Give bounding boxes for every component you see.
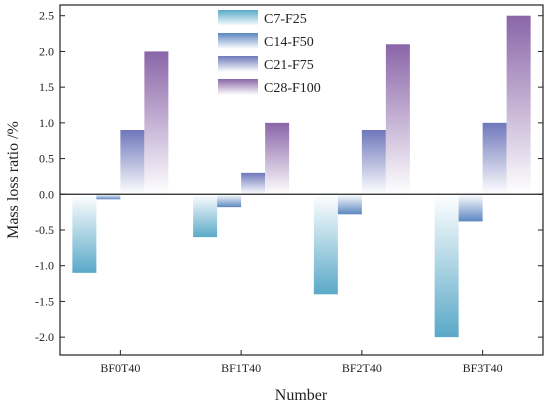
bar-c28-f100-bf0t40 [144,51,169,195]
y-tick-label: 1.0 [39,116,54,130]
legend-label-c14-f50: C14-F50 [264,35,314,50]
bar-c7-f25-bf3t40 [434,194,459,338]
y-tick-label: -1.5 [35,294,54,308]
y-tick-label: 0.0 [39,187,54,201]
legend-label-c21-f75: C21-F75 [264,58,314,73]
bar-c14-f50-bf2t40 [337,194,362,215]
bar-c21-f75-bf0t40 [120,130,145,195]
y-tick-label: -1.0 [35,259,54,273]
bar-c21-f75-bf1t40 [241,172,266,195]
y-tick-label: -2.0 [35,330,54,344]
legend-label-c7-f25: C7-F25 [264,12,307,27]
x-axis: BF0T40 BF1T40 BF2T40 BF3T40 [100,350,503,375]
bar-c7-f25-bf0t40 [72,194,97,273]
y-axis: 2.5 2.0 1.5 1.0 0.5 0.0 -0.5 -1.0 -1.5 -2.0 [35,9,543,344]
legend-swatch-c21-f75 [218,56,258,72]
y-tick-label: 0.5 [39,152,54,166]
legend-label-c28-f100: C28-F100 [264,81,321,96]
bar-c14-f50-bf1t40 [217,194,242,208]
x-tick-label-bf0t40: BF0T40 [100,361,140,375]
bar-c21-f75-bf2t40 [361,130,386,195]
bar-c28-f100-bf2t40 [385,44,410,195]
bar-c7-f25-bf1t40 [193,194,218,238]
x-tick-label-bf1t40: BF1T40 [221,361,261,375]
x-tick-label-bf2t40: BF2T40 [342,361,382,375]
bar-c28-f100-bf3t40 [506,15,531,195]
legend-swatch-c7-f25 [218,10,258,26]
bar-c28-f100-bf1t40 [265,122,290,195]
legend-swatch-c28-f100 [218,79,258,95]
y-tick-label: -0.5 [35,223,54,237]
bars-layer [72,15,531,338]
bar-c21-f75-bf3t40 [482,122,507,195]
bar-c14-f50-bf3t40 [458,194,483,222]
bar-c7-f25-bf2t40 [313,194,338,295]
plot-frame [59,4,544,356]
y-tick-label: 2.5 [39,9,54,23]
y-tick-label: 1.5 [39,80,54,94]
y-axis-title: Mass loss ratio /% [5,121,22,239]
x-tick-label-bf3t40: BF3T40 [463,361,503,375]
y-tick-label: 2.0 [39,44,54,58]
legend: C7-F25 C14-F50 C21-F75 C28-F100 [218,10,321,96]
legend-swatch-c14-f50 [218,33,258,49]
x-axis-title: Number [275,387,328,404]
bar-c14-f50-bf0t40 [96,194,121,200]
